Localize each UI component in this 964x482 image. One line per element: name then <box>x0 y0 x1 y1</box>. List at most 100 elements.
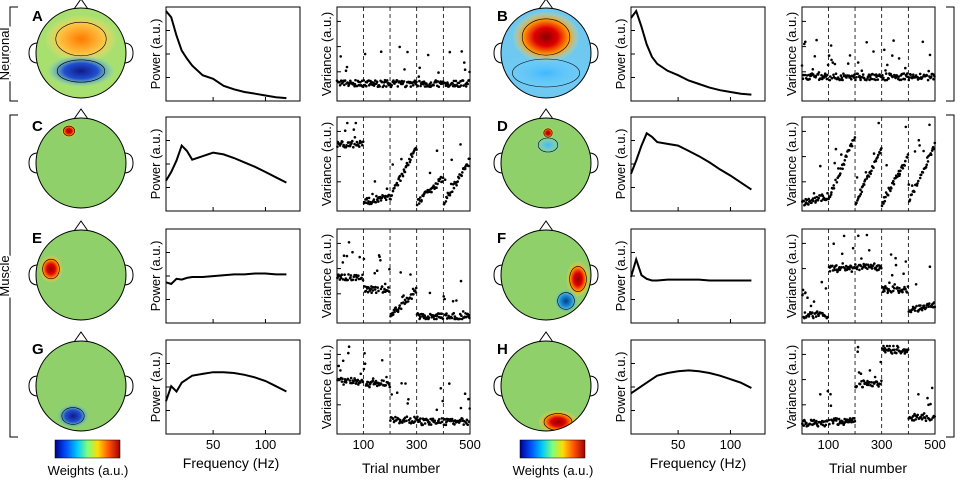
variance-point <box>883 289 886 293</box>
colorbar-right: Weights (a.u.) <box>513 439 593 478</box>
variance-point <box>403 302 407 306</box>
variance-point <box>864 171 868 174</box>
variance-point <box>429 81 433 84</box>
variance-point <box>352 145 355 149</box>
variance-point <box>388 385 392 389</box>
variance-point <box>463 392 467 396</box>
head-outline <box>500 7 592 99</box>
variance-point <box>367 380 370 384</box>
panel-F: F Power (a.u.) Variance (a.u.) <box>493 220 937 324</box>
spectrum-ylabel: Power (a.u.) <box>148 129 163 200</box>
variance-point <box>874 159 878 163</box>
variance-point <box>861 385 864 389</box>
panel-G: G Power (a.u.) 50 100 Variance (a.u.) 100 300 5… <box>28 331 481 452</box>
variance-point <box>903 164 906 167</box>
variance-point <box>906 348 910 351</box>
variance-point <box>901 167 905 170</box>
variance-point <box>859 78 862 82</box>
variance-point <box>453 315 457 318</box>
variance-point <box>374 291 378 295</box>
variance-point <box>811 311 814 314</box>
ear-left-icon <box>28 152 39 174</box>
variance-point <box>405 84 408 88</box>
panel-letter: A <box>32 8 43 25</box>
variance-point <box>826 316 830 319</box>
variance-point <box>340 380 344 383</box>
variance-point <box>451 190 454 193</box>
variance-point <box>879 360 882 364</box>
variance-point <box>888 344 891 348</box>
variance-point <box>389 198 392 201</box>
ear-left-icon <box>493 264 504 286</box>
variance-point <box>400 79 404 83</box>
variance-point <box>352 128 356 131</box>
variance-point <box>379 199 383 202</box>
contour <box>56 59 106 83</box>
variance-point <box>859 372 863 376</box>
variance-point <box>346 81 350 84</box>
spectrum-ylabel: Power (a.u.) <box>613 19 628 90</box>
variance-point <box>358 255 362 259</box>
variance-point <box>926 396 929 400</box>
variance-point <box>828 195 832 199</box>
variance-point <box>390 194 394 197</box>
variance-point <box>920 308 924 312</box>
variance-point <box>379 382 383 385</box>
variance-point <box>351 278 355 282</box>
ear-right-icon <box>588 152 599 174</box>
variance-point <box>908 198 912 201</box>
variance-point <box>881 285 884 289</box>
variance-point <box>924 416 927 420</box>
variance-point <box>850 77 853 81</box>
variance-point <box>340 273 344 277</box>
nose-icon <box>538 108 554 120</box>
variance-point <box>912 73 915 76</box>
variance-point <box>457 176 461 180</box>
variance-point <box>396 310 400 314</box>
variance-point <box>835 419 838 422</box>
variance-point <box>341 359 345 363</box>
variance-point <box>894 256 897 260</box>
variance-point <box>428 421 431 424</box>
variance-point <box>856 265 859 269</box>
variance-point <box>393 186 396 190</box>
variance-point <box>441 176 445 179</box>
variance-point <box>461 171 464 174</box>
variance-point <box>807 197 810 201</box>
variance-point <box>410 155 414 158</box>
freq-tick-label: 50 <box>671 437 685 452</box>
scalp-map <box>28 0 134 99</box>
variance-point <box>862 183 866 186</box>
variance-point <box>407 163 410 167</box>
spectrum-line <box>165 143 287 184</box>
muscle-label: Muscle <box>0 255 12 296</box>
variance-point <box>468 157 471 161</box>
variance-point <box>351 250 354 254</box>
variance-point <box>889 253 893 256</box>
variance-point <box>440 420 444 424</box>
variance-point <box>930 418 933 421</box>
variance-point <box>891 289 895 293</box>
variance-point <box>862 380 866 383</box>
variance-point <box>341 140 344 144</box>
ear-left-icon <box>493 152 504 174</box>
spectrum-line <box>165 10 287 100</box>
variance-point <box>464 85 468 88</box>
variance-point <box>344 146 348 149</box>
variance-point <box>371 379 375 383</box>
variance-point <box>360 276 363 280</box>
head-outline <box>500 340 592 432</box>
variance-point <box>929 305 933 309</box>
variance-point <box>922 412 926 415</box>
variance-point <box>409 85 413 88</box>
variance-point <box>345 65 349 69</box>
variance-point <box>816 198 820 202</box>
contour <box>569 266 587 292</box>
variance-point <box>342 254 346 257</box>
variance-point <box>423 422 427 425</box>
variance-point <box>414 286 418 290</box>
variance-point <box>346 121 349 125</box>
variance-point <box>904 159 907 163</box>
variance-point <box>866 267 869 271</box>
variance-point <box>801 422 804 426</box>
